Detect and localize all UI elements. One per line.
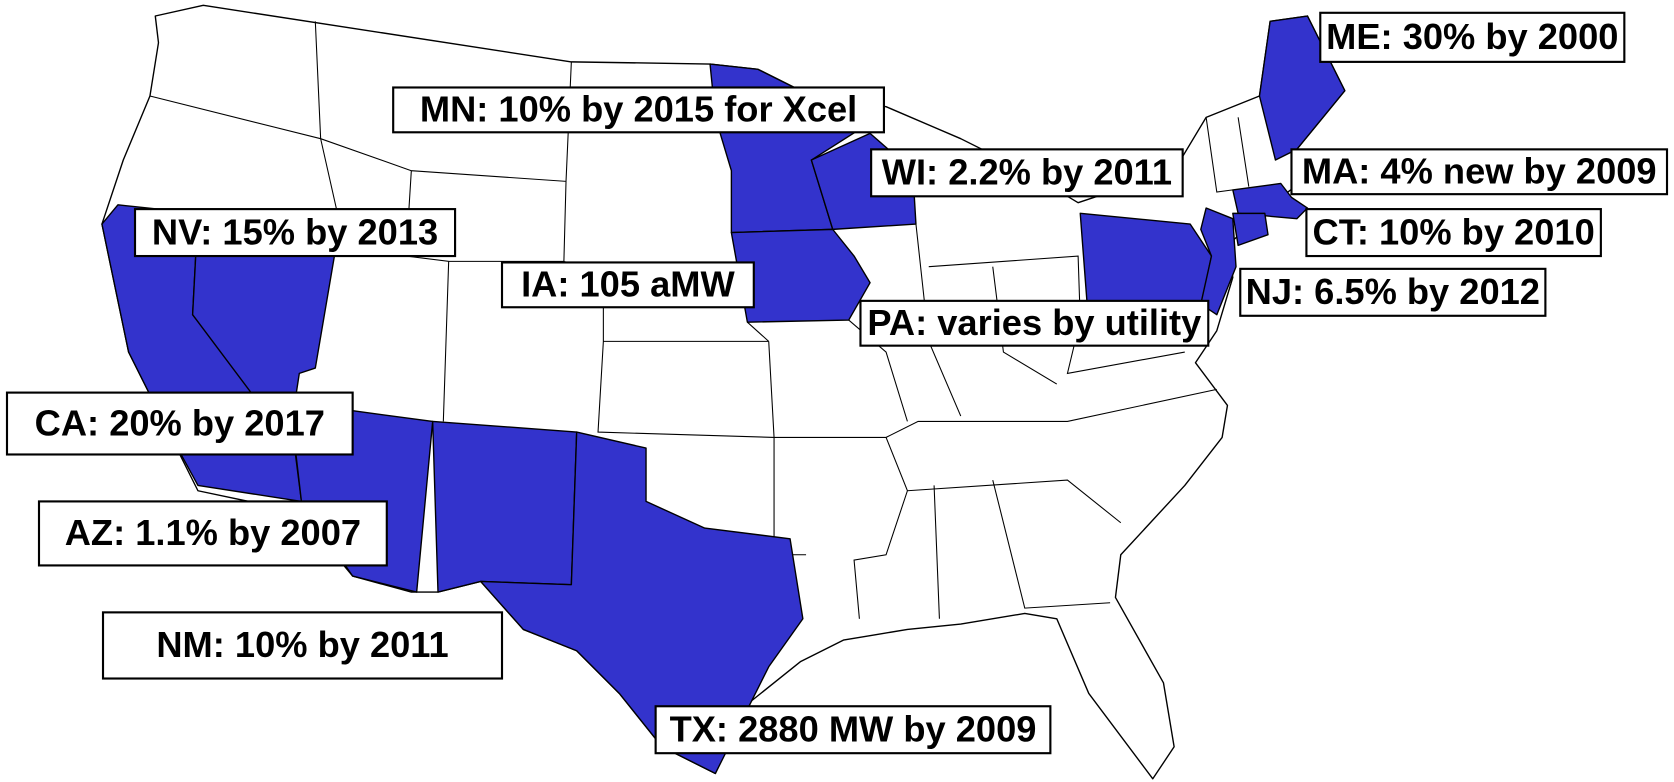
label-box xyxy=(5,391,354,456)
label-box xyxy=(392,86,886,134)
label-box xyxy=(1305,208,1602,258)
us-map xyxy=(101,4,1346,780)
state-ct xyxy=(1232,212,1269,247)
label-text: IA: 105 aMW xyxy=(521,264,735,305)
label-box xyxy=(101,611,504,680)
label-box xyxy=(859,299,1210,347)
label-text: CA: 20% by 2017 xyxy=(35,402,325,443)
label-text: PA: varies by utility xyxy=(867,302,1201,343)
labels: ME: 30% by 2000 MN: 10% by 2015 for Xcel W… xyxy=(5,11,1669,755)
label-box xyxy=(1319,11,1626,63)
label-box xyxy=(1239,267,1547,317)
label-box xyxy=(500,261,755,309)
label-text: MN: 10% by 2015 for Xcel xyxy=(420,89,857,130)
label-box xyxy=(654,705,1052,755)
label-text: AZ: 1.1% by 2007 xyxy=(65,512,361,553)
state-tx xyxy=(479,431,804,775)
label-text: TX: 2880 MW by 2009 xyxy=(670,708,1037,749)
label-box xyxy=(133,208,457,258)
label-text: NJ: 6.5% by 2012 xyxy=(1246,271,1540,312)
label-text: NV: 15% by 2013 xyxy=(152,211,438,252)
label-text: NM: 10% by 2011 xyxy=(156,624,448,665)
label-box xyxy=(1290,148,1669,196)
label-text: WI: 2.2% by 2011 xyxy=(882,152,1172,193)
label-text: CT: 10% by 2010 xyxy=(1313,211,1595,252)
label-box xyxy=(870,148,1184,198)
label-text: MA: 4% new by 2009 xyxy=(1302,150,1657,191)
label-text: ME: 30% by 2000 xyxy=(1326,16,1618,57)
label-box xyxy=(37,500,388,567)
state-nm xyxy=(431,420,578,593)
